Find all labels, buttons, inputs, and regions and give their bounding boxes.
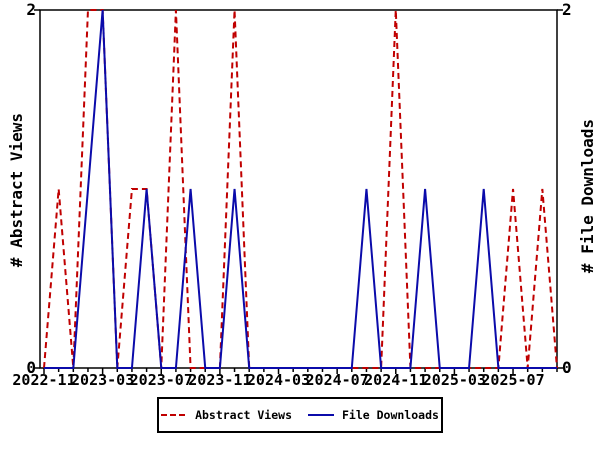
x-tick-label: 2023-07 xyxy=(130,371,193,389)
left-axis-min-label: 0 xyxy=(26,358,36,377)
left-axis-max-label: 2 xyxy=(26,0,36,19)
x-tick-label: 2022-11 xyxy=(12,371,75,389)
plot-frame xyxy=(39,9,558,369)
right-axis-title: # File Downloads xyxy=(578,118,597,274)
x-tick-label: 2024-03 xyxy=(247,371,310,389)
x-tick-label: 2024-11 xyxy=(364,371,427,389)
x-tick-label: 2023-03 xyxy=(71,371,134,389)
x-tick-label: 2024-07 xyxy=(306,371,369,389)
left-axis-title: # Abstract Views xyxy=(7,112,26,268)
file-downloads-line-sample xyxy=(308,414,334,416)
right-axis-max-label: 2 xyxy=(562,0,572,19)
legend: Abstract Views File Downloads xyxy=(157,397,443,433)
legend-label-file-downloads: File Downloads xyxy=(342,408,439,422)
x-tick-label: 2023-11 xyxy=(188,371,251,389)
file-downloads-line xyxy=(44,9,557,369)
abstract-views-line-sample xyxy=(161,414,188,416)
legend-label-abstract-views: Abstract Views xyxy=(195,408,292,422)
right-axis-min-label: 0 xyxy=(562,358,572,377)
x-tick-label: 2025-03 xyxy=(423,371,486,389)
abstract-views-line xyxy=(43,9,558,369)
x-tick-label: 2025-07 xyxy=(481,371,544,389)
